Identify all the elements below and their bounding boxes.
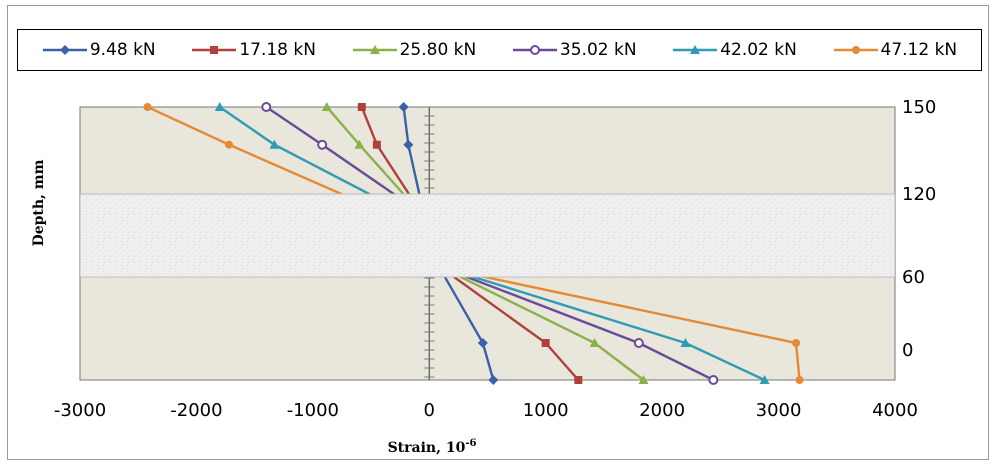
legend-item: 17.18 kN bbox=[191, 40, 316, 60]
data-point-marker bbox=[708, 375, 719, 385]
x-tick-label: 3000 bbox=[756, 400, 802, 421]
data-point-marker bbox=[210, 46, 219, 54]
data-point-marker bbox=[261, 102, 272, 112]
legend-item: 35.02 kN bbox=[512, 40, 637, 60]
x-tick-labels: -3000 -2000 -1000 0 1000 2000 3000 4000 bbox=[54, 400, 918, 421]
data-point-marker bbox=[690, 45, 701, 54]
legend-item: 25.80 kN bbox=[352, 40, 477, 60]
data-point-marker bbox=[633, 338, 644, 348]
data-point-marker bbox=[398, 102, 409, 112]
y-axis-title: Depth, mm bbox=[31, 159, 47, 246]
legend: 9.48 kN 17.18 kN 25.80 kN 35.02 kN 42.02 kN 4… bbox=[17, 29, 982, 71]
legend-swatch bbox=[512, 45, 557, 55]
data-point-marker bbox=[759, 375, 770, 384]
x-tick-label: -3000 bbox=[54, 400, 106, 421]
data-point-marker bbox=[354, 139, 365, 149]
legend-swatch bbox=[673, 45, 718, 54]
data-point-marker bbox=[589, 338, 600, 347]
legend-item: 9.48 kN bbox=[42, 40, 156, 60]
data-point-marker bbox=[488, 375, 499, 385]
data-point-marker bbox=[369, 45, 380, 54]
legend-swatch bbox=[833, 46, 878, 54]
x-tick-label: 4000 bbox=[872, 400, 918, 421]
data-point-marker bbox=[403, 139, 414, 150]
data-point-marker bbox=[59, 45, 70, 55]
concrete-band-overlay bbox=[80, 193, 895, 278]
legend-label: 17.18 kN bbox=[239, 40, 316, 60]
x-axis-title: Strain, 10-6 bbox=[388, 438, 477, 456]
x-tick-label: 1000 bbox=[523, 400, 569, 421]
legend-label: 35.02 kN bbox=[559, 40, 637, 60]
data-point-marker bbox=[321, 102, 332, 111]
data-point-marker bbox=[269, 139, 280, 149]
marker-layer bbox=[143, 102, 804, 385]
data-point-marker bbox=[795, 376, 804, 384]
data-point-marker bbox=[792, 339, 801, 347]
data-point-marker bbox=[143, 103, 152, 111]
data-point-marker bbox=[851, 46, 860, 54]
x-tick-label: 2000 bbox=[639, 400, 685, 421]
legend-swatch bbox=[352, 45, 397, 54]
data-point-marker bbox=[574, 376, 583, 384]
legend-item: 42.02 kN bbox=[672, 40, 797, 60]
data-point-marker bbox=[477, 338, 488, 348]
y-tick-label: 0 bbox=[902, 340, 913, 361]
data-point-marker bbox=[372, 140, 381, 149]
y-tick-label: 60 bbox=[902, 267, 925, 288]
x-tick-label: -1000 bbox=[287, 400, 339, 421]
data-point-marker bbox=[317, 139, 328, 150]
legend-label: 47.12 kN bbox=[880, 40, 958, 60]
legend-swatch bbox=[192, 46, 237, 54]
data-point-marker bbox=[225, 140, 234, 149]
y-tick-labels: 150 120 60 0 bbox=[902, 97, 936, 361]
y-tick-label: 150 bbox=[902, 97, 936, 118]
x-tick-label: 0 bbox=[424, 400, 435, 421]
legend-label: 42.02 kN bbox=[720, 40, 797, 60]
legend-label: 25.80 kN bbox=[399, 40, 477, 60]
legend-label: 9.48 kN bbox=[89, 40, 156, 60]
data-point-marker bbox=[214, 102, 225, 111]
legend-swatch bbox=[42, 45, 87, 55]
data-point-marker bbox=[541, 339, 550, 347]
series-layer bbox=[80, 107, 895, 380]
x-tick-label: -2000 bbox=[170, 400, 222, 421]
data-point-marker bbox=[680, 338, 691, 347]
data-point-marker bbox=[357, 103, 366, 111]
data-point-marker bbox=[638, 375, 649, 384]
y-tick-label: 120 bbox=[902, 184, 936, 205]
data-point-marker bbox=[529, 45, 540, 55]
legend-item: 47.12 kN bbox=[833, 40, 958, 60]
